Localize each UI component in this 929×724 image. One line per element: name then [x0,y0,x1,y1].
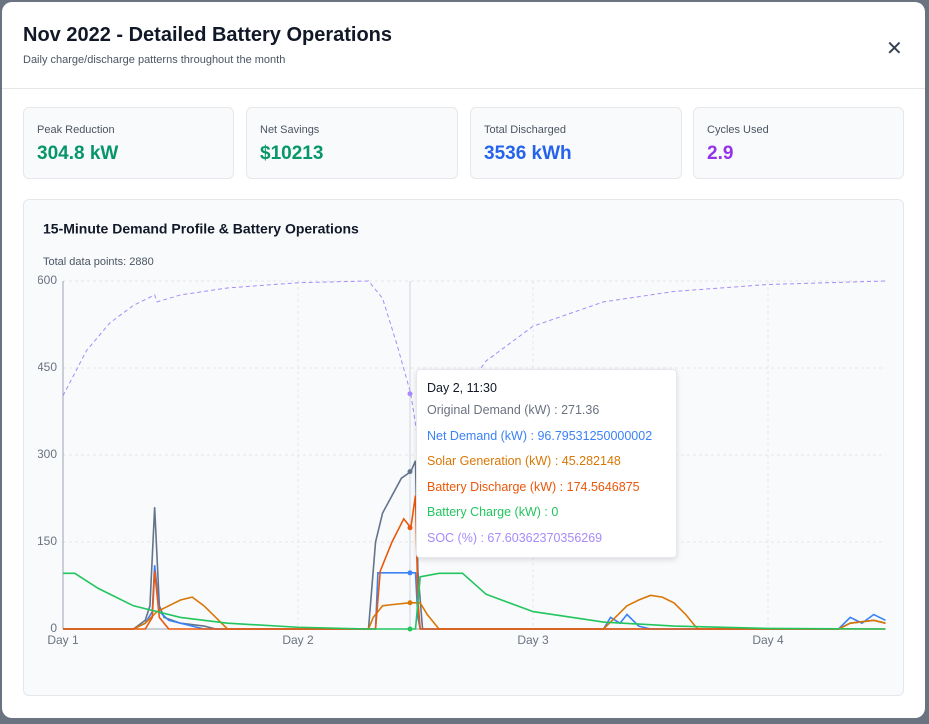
stat-value: 3536 kWh [484,143,572,164]
tooltip-separator: : [527,429,538,443]
x-tick-label: Day 1 [47,633,79,647]
close-button[interactable]: ✕ [886,38,903,60]
tooltip-value: 45.282148 [561,454,621,468]
y-tick-label: 450 [37,360,57,374]
stat-value: 304.8 kW [37,143,119,164]
tooltip-separator: : [477,531,488,545]
dialog-title: Nov 2022 - Detailed Battery Operations [23,24,393,46]
tooltip-name: Battery Discharge (kW) [427,480,557,494]
tooltip-row: SOC (%) : 67.60362370356269 [427,531,602,545]
tooltip-dot [407,525,413,531]
tooltip-dot [407,570,413,576]
tooltip-row: Net Demand (kW) : 96.79531250000002 [427,429,652,443]
tooltip-dot [407,626,413,632]
x-tick-label: Day 2 [282,633,314,647]
stat-card: Total Discharged 3536 kWh [470,107,682,179]
tooltip-value: 174.5646875 [566,480,640,494]
tooltip-dot [407,600,413,606]
tooltip-dot [407,391,413,397]
tooltip-name: Original Demand (kW) [427,403,551,417]
tooltip-separator: : [556,480,567,494]
stat-label: Cycles Used [707,124,769,136]
stat-card: Cycles Used 2.9 [693,107,904,179]
tooltip-value: 0 [551,505,559,519]
y-axis: 0 150 300 450 600 [37,273,57,635]
tooltip-separator: : [551,454,562,468]
stat-label: Total Discharged [484,124,566,136]
tooltip-name: SOC (%) [427,531,477,545]
series-line [63,594,886,630]
chart-title: 15-Minute Demand Profile & Battery Opera… [43,221,359,237]
stat-label: Net Savings [260,124,320,136]
tooltip-separator: : [550,403,562,417]
tooltip: Day 2, 11:30 Original Demand (kW) : 271.3… [416,369,677,558]
series-line [63,565,886,630]
series-line [63,572,886,630]
tooltip-row: Original Demand (kW) : 271.36 [427,403,599,417]
x-tick-label: Day 3 [517,633,549,647]
stat-value: $10213 [260,143,324,164]
tooltip-name: Battery Charge (kW) [427,505,541,519]
y-tick-label: 0 [50,621,57,635]
chart-subtitle: Total data points: 2880 [43,256,154,268]
tooltip-dot [407,469,413,475]
tooltip-row: Battery Discharge (kW) : 174.5646875 [427,480,640,494]
tooltip-title: Day 2, 11:30 [427,381,497,395]
stat-value: 2.9 [707,143,734,164]
y-tick-label: 150 [37,534,57,548]
tooltip-value: 271.36 [561,403,600,417]
stat-label: Peak Reduction [37,124,115,136]
dialog-subtitle: Daily charge/discharge patterns througho… [23,54,286,66]
y-tick-label: 300 [37,447,57,461]
stat-card: Peak Reduction 304.8 kW [23,107,234,179]
tooltip-separator: : [540,505,552,519]
stat-card: Net Savings $10213 [246,107,458,179]
tooltip-row: Solar Generation (kW) : 45.282148 [427,454,621,468]
x-tick-label: Day 4 [752,633,784,647]
y-tick-label: 600 [37,273,57,287]
tooltip-name: Net Demand (kW) [427,429,528,443]
tooltip-row: Battery Charge (kW) : 0 [427,505,558,519]
series-line [63,495,886,630]
tooltip-name: Solar Generation (kW) [427,454,552,468]
tooltip-value: 67.60362370356269 [487,531,603,545]
divider [2,88,925,89]
tooltip-value: 96.79531250000002 [537,429,653,443]
